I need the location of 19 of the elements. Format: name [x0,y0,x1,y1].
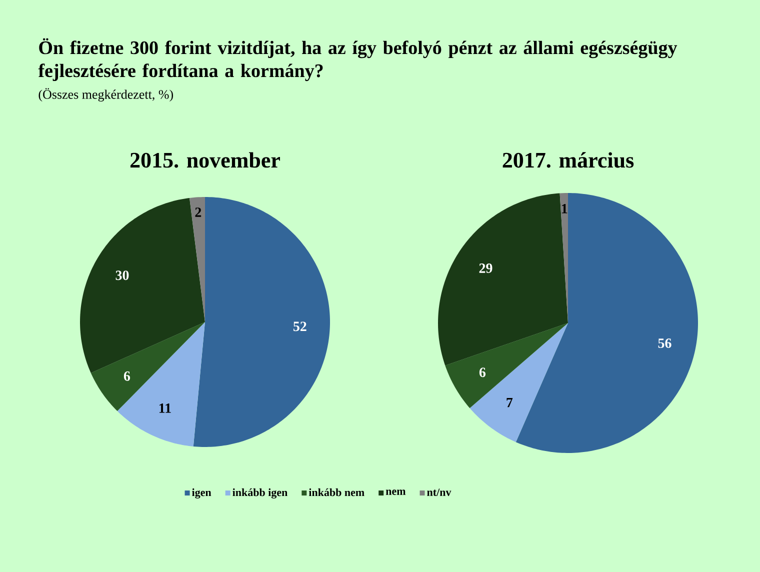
data-label: 6 [479,368,486,378]
text: (Összes megkérdezett, %) [38,88,174,102]
text: Ön fizetne 300 forint vizitdíjat, ha az így befolyó pénzt az állami egészségügy fejlesztésére fordítana a kormány? [38,38,678,82]
legend-label: igen [192,488,212,498]
legend-label: nem [386,490,406,495]
legend-label: nt/nv [427,488,452,496]
data-label: 7 [506,398,513,408]
chart-title: 2015. november [130,152,280,168]
legend-label: inkább nem [308,488,364,496]
chart-title: 2017. március [502,152,634,168]
data-label: 11 [159,403,171,413]
data-label: 29 [479,264,492,273]
data-label: 1 [562,204,568,214]
data-label: 6 [124,371,130,381]
data-label: 52 [293,322,306,332]
legend-label: inkább igen [232,488,288,498]
data-label: 2 [195,208,202,217]
data-label: 56 [658,338,672,348]
data-label: 30 [116,270,129,280]
